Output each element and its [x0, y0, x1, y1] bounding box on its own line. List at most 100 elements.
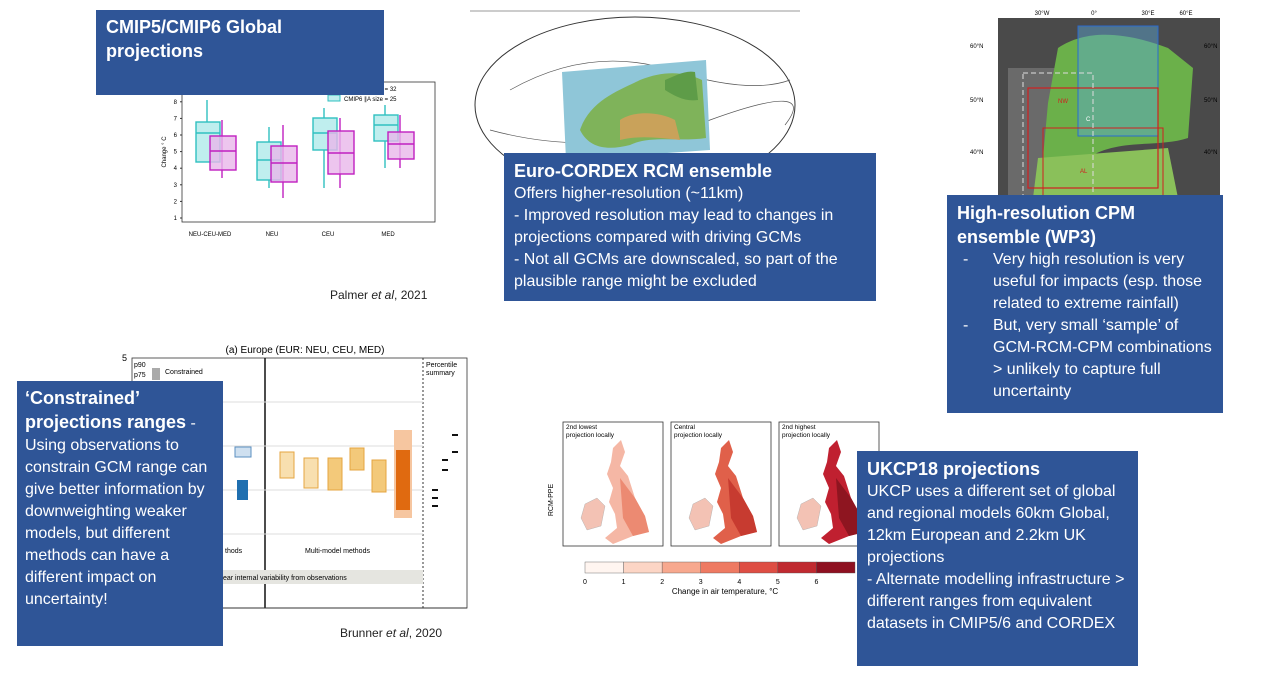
- map-shapes: [580, 440, 649, 544]
- longitude-label: 30°W: [1035, 11, 1050, 17]
- colorbar-tick-label: 2: [660, 579, 664, 586]
- colorbar-tick-label: 5: [776, 579, 780, 586]
- colorbar-segment: [623, 561, 663, 574]
- shape: 30°W 0° 30°E 60°E: [1035, 11, 1193, 17]
- shape: [279, 451, 295, 479]
- shape: [209, 135, 237, 171]
- x-tick-label: NEU-CEU-MED: [189, 232, 232, 238]
- shape: [371, 459, 387, 493]
- shape: [396, 450, 410, 510]
- colorbar-tick-label: 3: [699, 579, 703, 586]
- colorbar-segment: [739, 561, 779, 574]
- bullet-marker: -: [963, 317, 969, 334]
- ukcp-figure: RCM-PPE 2nd lowest projection locallyCent…: [548, 421, 880, 596]
- legend-label: p90: [134, 362, 146, 369]
- legend-label: Constrained: [165, 369, 203, 376]
- citation: Brunner et al, 2020: [340, 626, 442, 640]
- shape: [432, 434, 458, 507]
- bullet-text: But, very small ‘sample’ of GCM-RCM-CPM …: [993, 317, 1212, 400]
- citation-etal: et al: [371, 288, 395, 302]
- summary-label: Percentile summary: [426, 362, 457, 377]
- figure-title: (a) Europe (EUR: NEU, CEU, MED): [226, 345, 385, 356]
- y-tick-label: 5: [174, 150, 178, 156]
- box-line: Offers higher-resolution (~11km): [514, 185, 744, 202]
- shape: [234, 446, 252, 458]
- colorbar-segment: [777, 561, 817, 574]
- shape: [270, 145, 298, 183]
- y-axis-label: Change ° C: [162, 136, 168, 168]
- colorbar-tick-label: 0: [583, 579, 587, 586]
- shape: [237, 480, 248, 500]
- group-label: Multi-model methods: [305, 548, 370, 555]
- global-box: CMIP5/CMIP6 Global projections: [96, 10, 384, 95]
- bullet: - Very high resolution is very useful for…: [957, 249, 1213, 315]
- shape: ‘Constrained’ projections ranges - Using…: [25, 387, 215, 611]
- shape: [349, 447, 365, 471]
- shape: 0 1 2 3 4 5 6: [583, 561, 856, 586]
- shape: [195, 100, 415, 198]
- cpm-map: NW C AL 30°W 0° 30°E 60°E 60°N 60°N 50°N 50°N 40…: [970, 11, 1220, 198]
- map-region: [728, 478, 757, 536]
- colorbar-segment: [700, 561, 740, 574]
- y-tick-label: 7: [174, 116, 178, 122]
- ukcp-box: UKCP18 projections UKCP uses a different…: [857, 451, 1138, 666]
- box-title: CMIP5/CMIP6 Global projections: [106, 17, 283, 61]
- shape: NEU-CEU-MED NEU CEU MED: [189, 232, 396, 238]
- text-line: projection locally: [566, 432, 615, 439]
- colorbar-tick-label: 4: [737, 579, 741, 586]
- colorbar-segment: [661, 561, 701, 574]
- shape: [152, 368, 160, 380]
- text-line: summary: [426, 370, 455, 377]
- y-tick-label: 4: [174, 166, 178, 172]
- shape: [1042, 127, 1164, 198]
- group-label: thods: [225, 548, 243, 555]
- text-line: 2nd lowest: [566, 424, 597, 431]
- shape: 60°N60°N50°N50°N40°N40°N30°N: [970, 44, 1217, 156]
- box-title: UKCP18 projections: [867, 459, 1041, 479]
- x-tick-label: NEU: [266, 232, 279, 238]
- colorbar-segment: [816, 561, 856, 574]
- brunner-figure: (a) Europe (EUR: NEU, CEU, MED) 5 p90 p7…: [122, 345, 468, 609]
- text-line: projection locally: [674, 432, 723, 439]
- longitude-label: 60°E: [1179, 11, 1192, 17]
- shape: [1022, 72, 1094, 198]
- latitude-label: 40°N: [970, 150, 983, 156]
- band-label: ear internal variability from observatio…: [223, 575, 347, 582]
- bullet: - But, very small ‘sample’ of GCM-RCM-CPM…: [957, 315, 1213, 403]
- shape: [1043, 34, 1193, 159]
- text-line: projection locally: [782, 432, 831, 439]
- shape: [665, 71, 698, 101]
- box-line: - Not all GCMs are downscaled, so part o…: [514, 251, 838, 290]
- domain-label: AL: [1080, 169, 1088, 175]
- y-tick-label: 3: [174, 183, 178, 189]
- panel-label: 2nd lowest projection locally: [566, 424, 615, 439]
- map-shapes: [688, 440, 757, 544]
- shape: [160, 70, 440, 71]
- colorbar-tick-label: 6: [814, 579, 818, 586]
- domain-label: NW: [1058, 99, 1068, 105]
- map-region: [796, 497, 822, 531]
- latitude-label: 40°N: [1204, 150, 1217, 156]
- citation: Palmer et al, 2021: [330, 288, 427, 302]
- longitude-label: 0°: [1091, 11, 1097, 17]
- colorbar-label: Change in air temperature, °C: [672, 587, 779, 596]
- y-tick-label: 6: [174, 133, 178, 139]
- map-region: [688, 497, 714, 531]
- x-tick-label: CEU: [322, 232, 335, 238]
- text-line: 2nd highest: [782, 424, 816, 431]
- shape: [327, 457, 343, 491]
- y-tick-label: 2: [174, 199, 178, 205]
- citation-author: Brunner: [340, 626, 387, 640]
- bullet-text: Very high resolution is very useful for …: [993, 251, 1202, 312]
- domain-label: C: [1086, 117, 1091, 123]
- y-tick-label: 5: [122, 353, 127, 363]
- colorbar-tick-label: 1: [622, 579, 626, 586]
- constrained-box: ‘Constrained’ projections ranges - Using…: [17, 381, 223, 646]
- box-title: ‘Constrained’ projections ranges: [25, 388, 187, 432]
- longitude-label: 30°E: [1141, 11, 1154, 17]
- panel-label: Central projection locally: [674, 424, 723, 439]
- citation-year: , 2021: [394, 288, 428, 302]
- shape: [327, 94, 341, 102]
- map-region: [620, 478, 649, 536]
